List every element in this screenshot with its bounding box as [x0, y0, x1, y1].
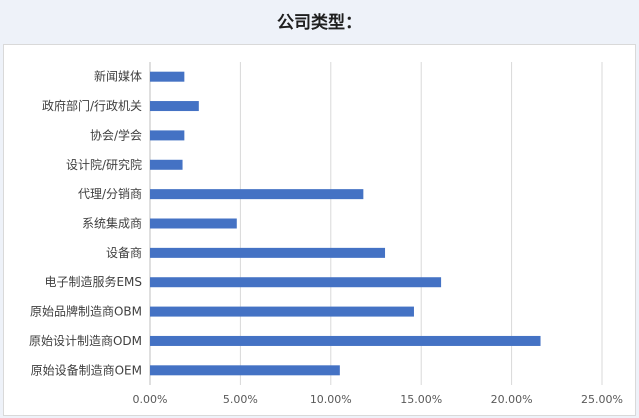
bar [150, 335, 541, 346]
category-label: 原始设备制造商OEM [31, 362, 142, 377]
bar [150, 306, 414, 317]
x-tick-label: 25.00% [581, 393, 623, 406]
category-label: 代理/分销商 [78, 186, 142, 201]
category-label: 政府部门/行政机关 [42, 98, 142, 113]
category-label: 设备商 [106, 245, 142, 260]
chart-title: 公司类型： [0, 0, 639, 40]
category-label: 协会/学会 [90, 127, 142, 142]
bar [150, 277, 442, 288]
x-tick-label: 5.00% [223, 393, 258, 406]
x-tick-label: 20.00% [491, 393, 533, 406]
category-label: 新闻媒体 [94, 69, 142, 84]
x-tick-label: 10.00% [310, 393, 352, 406]
category-label: 电子制造服务EMS [44, 274, 142, 289]
category-label: 设计院/研究院 [66, 157, 142, 172]
bar [150, 247, 386, 258]
x-tick-label: 0.00% [133, 393, 168, 406]
bar [150, 365, 340, 376]
category-labels: 新闻媒体政府部门/行政机关协会/学会设计院/研究院代理/分销商系统集成商设备商电… [29, 69, 142, 378]
x-tick-label: 15.00% [400, 393, 442, 406]
x-tick-labels: 0.00% 5.00% 10.00% 15.00% 20.00% 25.00% [133, 393, 623, 406]
bar [150, 101, 199, 112]
category-label: 系统集成商 [82, 216, 142, 231]
bar [150, 159, 183, 170]
bars [150, 71, 541, 376]
category-label: 原始设计制造商ODM [29, 333, 142, 348]
bar [150, 71, 185, 82]
bar [150, 189, 364, 200]
bar [150, 130, 185, 141]
category-label: 原始品牌制造商OBM [30, 304, 142, 319]
chart-panel [3, 44, 636, 416]
bar [150, 218, 237, 229]
gridlines [149, 62, 603, 385]
